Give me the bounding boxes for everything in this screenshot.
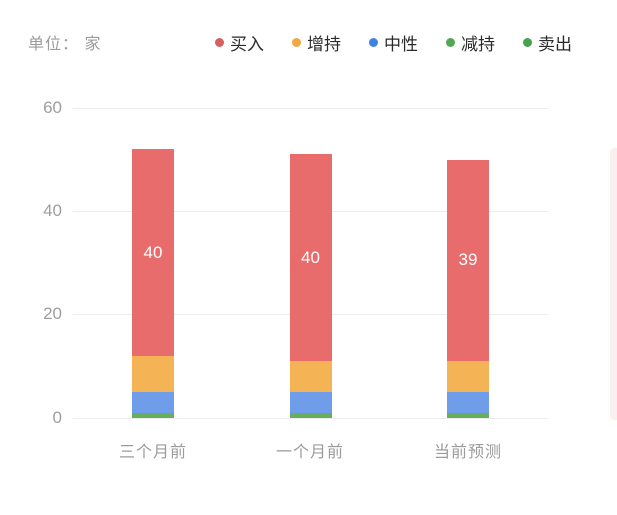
- bar-segment-中性[interactable]: [447, 392, 489, 413]
- legend-item-sell[interactable]: 卖出: [523, 30, 572, 55]
- legend-dot-overweight-icon: [292, 38, 301, 47]
- legend-label: 买入: [230, 35, 264, 54]
- bar-value-label: 39: [458, 250, 478, 270]
- legend-dot-neutral-icon: [369, 38, 378, 47]
- bar-segment-增持[interactable]: [132, 355, 174, 393]
- bar-segment-增持[interactable]: [289, 361, 332, 393]
- x-axis-label: 一个月前: [275, 444, 344, 461]
- gridline-60: [73, 108, 548, 109]
- legend-label: 中性: [384, 35, 418, 54]
- legend-item-overweight[interactable]: 增持: [292, 30, 341, 55]
- bar-segment-减持[interactable]: [132, 412, 174, 418]
- bar-segment-中性[interactable]: [289, 392, 332, 413]
- bar-value-label: 40: [143, 242, 163, 262]
- bar-segment-中性[interactable]: [132, 392, 174, 413]
- legend-label: 增持: [307, 35, 341, 54]
- adjacent-chart-edge: [610, 148, 617, 420]
- bar-segment-增持[interactable]: [447, 361, 489, 393]
- x-axis-label: 当前预测: [433, 444, 502, 461]
- legend-dot-sell-icon: [523, 38, 532, 47]
- y-axis-tick: 60: [43, 98, 62, 117]
- legend-item-underweight[interactable]: 减持: [446, 30, 495, 55]
- y-axis-tick: 0: [52, 408, 62, 427]
- legend-item-neutral[interactable]: 中性: [369, 30, 418, 55]
- legend-dot-buy-icon: [215, 38, 224, 47]
- legend-label: 减持: [461, 35, 495, 54]
- y-axis-tick: 20: [43, 304, 62, 323]
- y-axis-tick: 40: [43, 201, 62, 220]
- bar-segment-买入[interactable]: 39: [447, 159, 489, 362]
- bar-segment-减持[interactable]: [289, 412, 332, 418]
- gridline-0: [73, 418, 548, 419]
- x-axis-label: 三个月前: [118, 444, 187, 461]
- legend-dot-underweight-icon: [446, 38, 455, 47]
- legend-item-buy[interactable]: 买入: [215, 30, 264, 55]
- bar-segment-买入[interactable]: 40: [132, 149, 174, 356]
- bar-value-label: 40: [301, 247, 320, 267]
- unit-label: 单位： 家: [28, 36, 102, 53]
- bar-segment-减持[interactable]: [447, 412, 489, 418]
- legend-label: 卖出: [538, 35, 572, 54]
- chart-legend: 买入 增持 中性 减持 卖出: [215, 30, 572, 55]
- bar-segment-买入[interactable]: 40: [289, 154, 332, 362]
